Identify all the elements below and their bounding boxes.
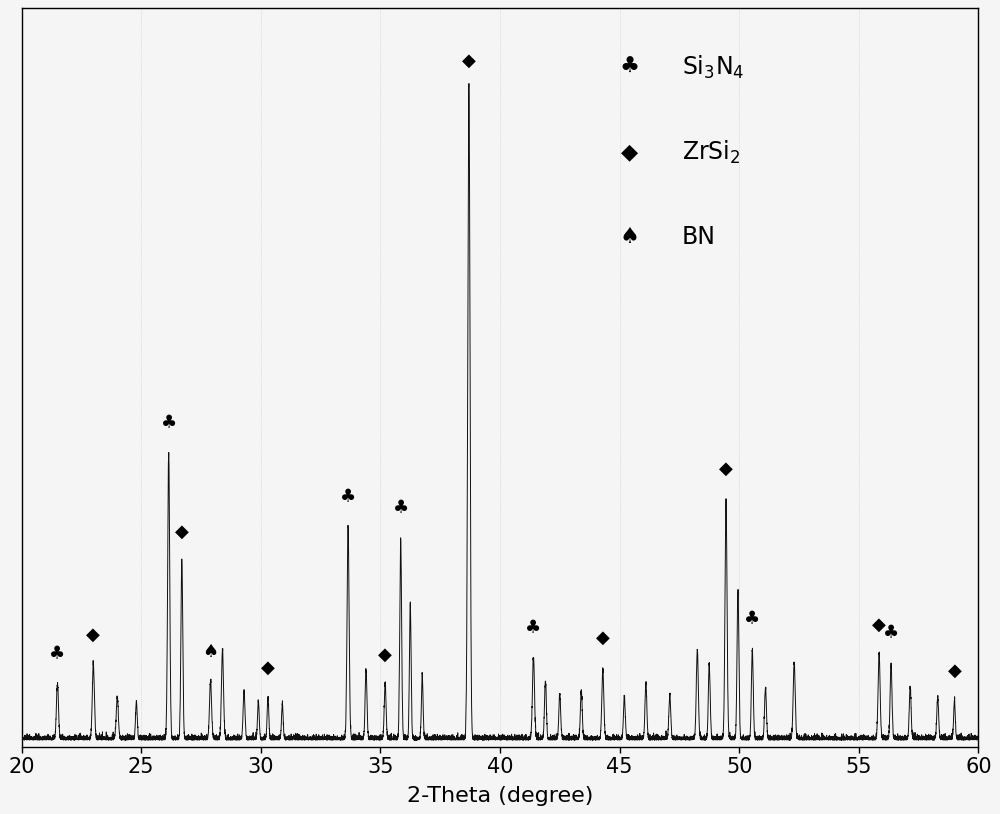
Text: ♣: ♣ [161,414,177,432]
Text: ◆: ◆ [175,523,189,540]
Text: ♣: ♣ [883,624,899,642]
Text: ♣: ♣ [525,619,542,637]
Text: ◆: ◆ [872,616,886,634]
Text: BN: BN [682,225,716,249]
Text: ◆: ◆ [378,646,392,664]
Text: Si$_3$N$_4$: Si$_3$N$_4$ [682,54,744,81]
Text: ♠: ♠ [202,643,219,661]
Text: ♣: ♣ [393,499,409,518]
X-axis label: 2-Theta (degree): 2-Theta (degree) [407,786,593,806]
Text: ♣: ♣ [619,58,639,77]
Text: ◆: ◆ [86,626,100,644]
Text: ZrSi$_2$: ZrSi$_2$ [682,138,740,166]
Text: ♣: ♣ [744,610,760,628]
Text: ◆: ◆ [719,460,733,479]
Text: ◆: ◆ [462,52,476,70]
Text: ♣: ♣ [340,488,356,506]
Text: ◆: ◆ [947,662,961,680]
Text: ♣: ♣ [49,646,66,663]
Text: ◆: ◆ [261,659,275,676]
Text: ◆: ◆ [621,142,638,162]
Text: ◆: ◆ [596,629,610,647]
Text: ♠: ♠ [619,227,639,247]
